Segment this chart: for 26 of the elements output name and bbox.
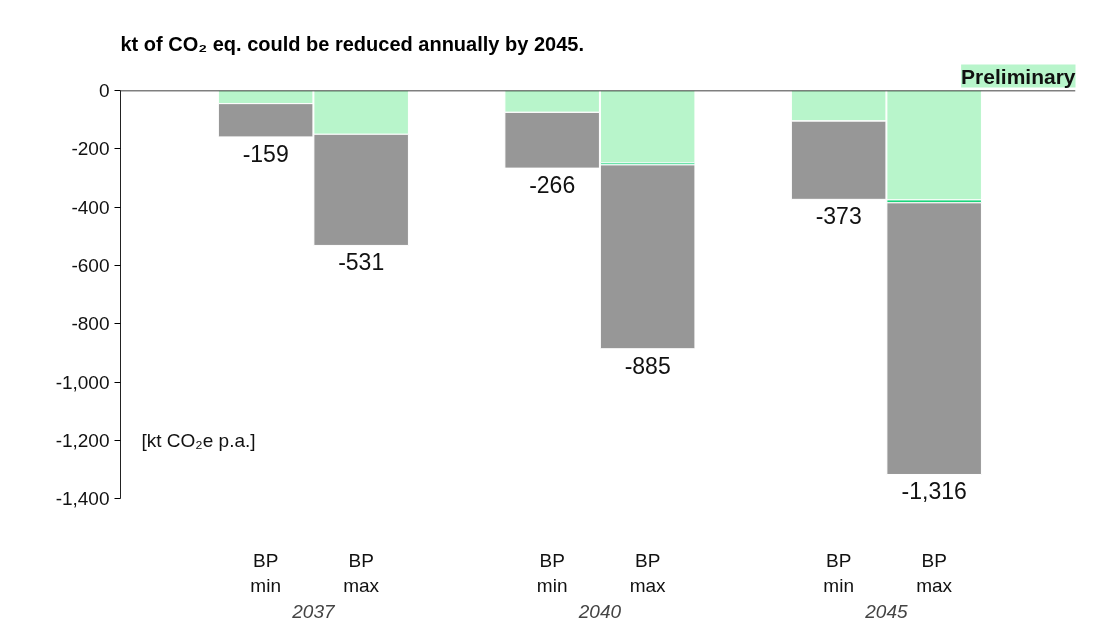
text: Preliminary (961, 64, 1076, 88)
total-label: -373 (815, 203, 862, 230)
y-tick-label: -600 (71, 255, 110, 277)
text: 2040 (577, 600, 622, 622)
y-tick-label: -1,000 (55, 371, 110, 393)
y-tick-label: -1,400 (55, 488, 110, 510)
total-label: -266 (529, 172, 576, 199)
total-label: -159 (242, 140, 289, 167)
chart-title: kt of CO₂ eq. could be reduced annually by 2045. (120, 32, 584, 55)
x-tick-label: BP max (916, 549, 953, 596)
x-tick-label: BP max (629, 549, 667, 596)
y-tick-label: -800 (71, 313, 110, 335)
text: 2045 (864, 600, 908, 622)
total-label: -531 (338, 249, 385, 276)
total-label: -1,316 (901, 478, 967, 505)
x-tick-label: BP max (343, 549, 380, 596)
y-tick-label: -400 (71, 196, 110, 218)
y-axis-title: [kt CO₂e p.a.] (141, 430, 256, 452)
x-tick-label: BP min (823, 549, 854, 596)
y-tick-label: -200 (71, 138, 110, 160)
x-tick-label: BP min (250, 549, 281, 596)
text: 2037 (291, 600, 336, 622)
total-label: -885 (624, 352, 671, 379)
y-tick-label: -1,200 (55, 430, 110, 452)
x-tick-label: BP min (536, 549, 568, 596)
y-tick-label: 0 (98, 80, 110, 101)
